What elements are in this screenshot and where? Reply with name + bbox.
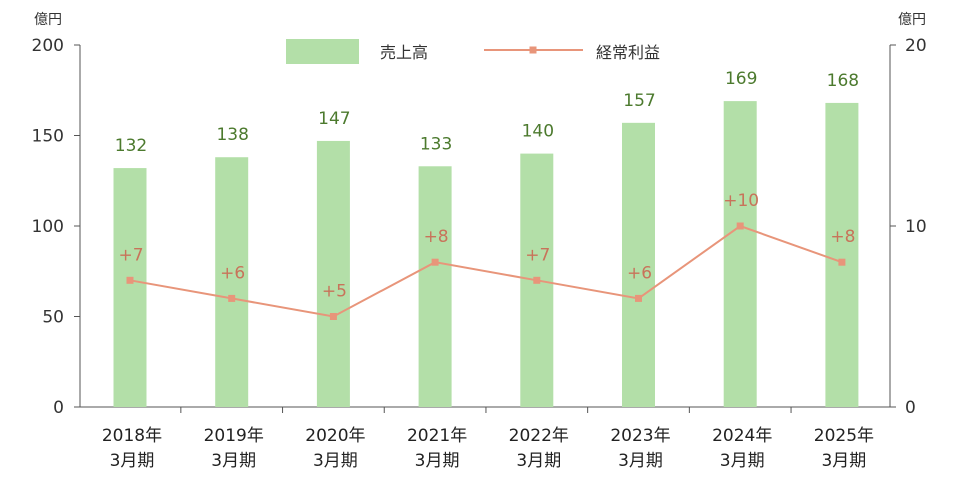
- left-axis-tick-label: 200: [32, 36, 64, 56]
- category-label-period: 3月期: [618, 451, 663, 471]
- bar-7: [723, 101, 757, 408]
- category-label-year: 2024年: [712, 426, 772, 446]
- bar-value-label: 138: [216, 125, 248, 145]
- legend-swatch-bar: [286, 39, 359, 64]
- category-label-year: 2022年: [509, 426, 569, 446]
- right-axis-unit: 億円: [898, 12, 926, 28]
- bar-8: [825, 102, 859, 408]
- bar-value-label: 133: [420, 134, 452, 154]
- category-label-year: 2019年: [204, 426, 264, 446]
- bar-value-label: 169: [725, 69, 757, 89]
- line-point-2: [228, 294, 236, 302]
- category-label-year: 2020年: [305, 426, 365, 446]
- category-label-period: 3月期: [821, 451, 866, 471]
- line-value-label: +5: [322, 282, 347, 302]
- left-axis-tick-label: 50: [42, 308, 64, 328]
- bar-value-label: 157: [623, 91, 655, 111]
- line-value-label: +8: [424, 227, 449, 247]
- line-point-3: [329, 313, 337, 320]
- category-label-year: 2023年: [610, 426, 670, 446]
- legend-label-bar: 売上高: [380, 43, 428, 62]
- right-axis-tick-label: 0: [905, 398, 916, 418]
- line-point-5: [533, 276, 541, 284]
- bar-value-label: 147: [318, 109, 350, 129]
- line-point-1: [126, 276, 134, 284]
- category-label-period: 3月期: [313, 451, 358, 471]
- line-series-path: [129, 224, 843, 318]
- category-label-period: 3月期: [720, 451, 765, 471]
- legend-swatch-marker: [529, 46, 537, 54]
- line-value-label: +8: [830, 227, 855, 247]
- bar-4: [418, 166, 452, 407]
- category-label-period: 3月期: [516, 451, 561, 471]
- bar-value-label: 140: [522, 122, 554, 142]
- line-value-label: +10: [723, 191, 759, 211]
- bar-value-label: 132: [115, 136, 147, 156]
- category-label-year: 2018年: [102, 426, 162, 446]
- legend-label-line: 経常利益: [596, 43, 660, 62]
- category-label-year: 2025年: [814, 426, 874, 446]
- category-label-period: 3月期: [211, 451, 256, 471]
- line-point-8: [838, 258, 846, 266]
- left-axis-tick-label: 0: [53, 398, 64, 418]
- bar-3: [316, 140, 350, 407]
- line-point-6: [635, 294, 642, 302]
- left-axis-tick-label: 100: [32, 217, 64, 237]
- left-axis-tick-label: 150: [32, 127, 64, 147]
- left-axis-unit: 億円: [34, 12, 62, 28]
- line-value-label: +6: [220, 263, 245, 283]
- bar-value-label: 168: [827, 71, 859, 91]
- category-label-period: 3月期: [415, 451, 460, 471]
- right-axis-tick-label: 20: [905, 36, 927, 56]
- line-value-label: +7: [118, 245, 143, 265]
- right-axis-tick-label: 10: [905, 217, 927, 237]
- bar-2: [215, 157, 249, 407]
- line-point-4: [431, 258, 439, 266]
- bar-1: [113, 168, 147, 407]
- line-value-label: +7: [525, 245, 550, 265]
- bar-6: [622, 122, 655, 407]
- category-label-period: 3月期: [110, 451, 155, 471]
- line-value-label: +6: [627, 263, 652, 283]
- line-point-7: [736, 222, 744, 230]
- category-label-year: 2021年: [407, 426, 467, 446]
